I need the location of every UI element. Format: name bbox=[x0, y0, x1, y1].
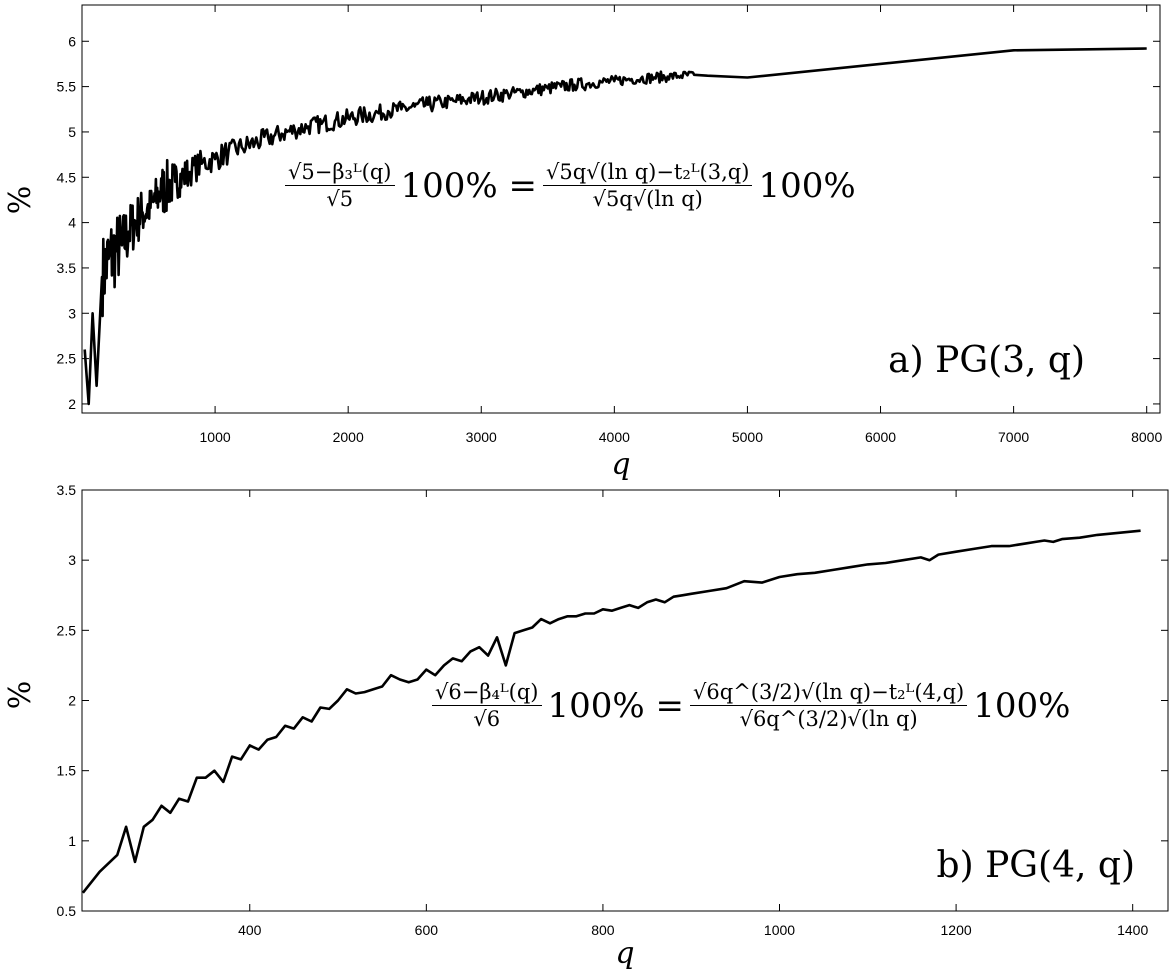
x-tick-label: 600 bbox=[415, 922, 439, 938]
y-tick-label: 3.5 bbox=[57, 482, 77, 498]
x-tick-label: 800 bbox=[591, 922, 615, 938]
x-tick-label: 3000 bbox=[466, 429, 497, 445]
y-tick-label: 3 bbox=[68, 552, 76, 568]
x-tick-label: 8000 bbox=[1131, 429, 1162, 445]
formula-lhs-tail: 100% = bbox=[400, 165, 538, 206]
x-tick-label: 7000 bbox=[998, 429, 1029, 445]
y-tick-label: 3 bbox=[68, 305, 76, 321]
x-tick-label: 1000 bbox=[764, 922, 795, 938]
y-axis-label: % bbox=[3, 681, 38, 710]
panel-label: a) PG(3, q) bbox=[888, 340, 1085, 381]
x-tick-label: 1000 bbox=[200, 429, 231, 445]
x-axis-label: q bbox=[615, 936, 634, 970]
x-tick-label: 400 bbox=[238, 922, 262, 938]
x-tick-label: 5000 bbox=[732, 429, 763, 445]
formula-rhs-tail: 100% bbox=[758, 165, 856, 206]
formula-lhs-numerator: √6−β₄ᴸ(q) bbox=[432, 680, 542, 706]
formula-rhs-numerator: √5q√(ln q)−t₂ᴸ(3,q) bbox=[543, 160, 753, 186]
y-tick-label: 1.5 bbox=[57, 763, 77, 779]
x-axis-label: q bbox=[611, 447, 630, 482]
formula-lhs-tail: 100% = bbox=[547, 685, 685, 726]
y-tick-label: 2 bbox=[68, 396, 76, 412]
formula-rhs-tail: 100% bbox=[973, 685, 1071, 726]
axes-frame bbox=[81, 4, 1161, 414]
x-tick-label: 4000 bbox=[599, 429, 630, 445]
y-tick-label: 0.5 bbox=[57, 903, 77, 919]
y-tick-label: 5 bbox=[68, 124, 76, 140]
chart-panel-b: 400 600 800 1000 1200 1400 0.5 1 1.5 2 2.5 3 3.5 q% b)… bbox=[3, 482, 1169, 970]
formula-rhs-numerator: √6q^(3/2)√(ln q)−t₂ᴸ(4,q) bbox=[690, 680, 968, 706]
x-tick-label: 1400 bbox=[1117, 922, 1148, 938]
panel-label: b) PG(4, q) bbox=[937, 845, 1135, 886]
y-tick-label: 4 bbox=[68, 215, 76, 231]
formula-lhs-numerator: √5−β₃ᴸ(q) bbox=[285, 160, 395, 186]
y-tick-label: 5.5 bbox=[57, 79, 77, 95]
formula-panel-b: √6−β₄ᴸ(q) √6 100% = √6q^(3/2)√(ln q)−t₂ᴸ(… bbox=[430, 680, 1074, 731]
y-tick-label: 2.5 bbox=[57, 351, 77, 367]
y-tick-label: 1 bbox=[68, 833, 76, 849]
y-tick-label: 3.5 bbox=[57, 260, 77, 276]
x-tick-label: 2000 bbox=[333, 429, 364, 445]
series-line bbox=[83, 47, 1147, 406]
chart-panel-a: 1000 2000 3000 4000 5000 6000 7000 8000 2 2.5 3 3.5… bbox=[3, 4, 1162, 482]
y-tick-label: 2.5 bbox=[57, 622, 77, 638]
y-tick-label: 6 bbox=[68, 33, 76, 49]
y-tick-label: 2 bbox=[68, 693, 76, 709]
y-axis-label: % bbox=[3, 186, 38, 215]
series-line bbox=[81, 529, 1141, 894]
x-tick-label: 1200 bbox=[941, 922, 972, 938]
formula-panel-a: √5−β₃ᴸ(q) √5 100% = √5q√(ln q)−t₂ᴸ(3,q) √5… bbox=[283, 160, 860, 211]
formula-rhs-denominator: √5q√(ln q) bbox=[592, 187, 703, 211]
x-tick-label: 6000 bbox=[865, 429, 896, 445]
formula-rhs-denominator: √6q^(3/2)√(ln q) bbox=[739, 707, 918, 731]
y-tick-label: 4.5 bbox=[57, 169, 77, 185]
formula-lhs-denominator: √5 bbox=[326, 187, 354, 211]
formula-lhs-denominator: √6 bbox=[473, 707, 501, 731]
